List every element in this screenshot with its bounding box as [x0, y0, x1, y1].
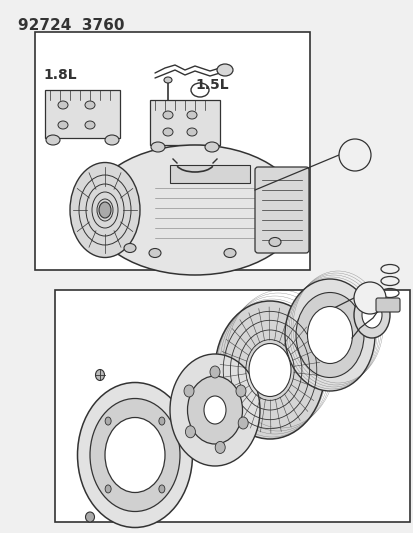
Ellipse shape: [124, 244, 136, 253]
Ellipse shape: [223, 248, 235, 257]
Ellipse shape: [58, 101, 68, 109]
Circle shape: [338, 139, 370, 171]
Ellipse shape: [159, 417, 164, 425]
Bar: [55, 290, 409, 522]
Ellipse shape: [90, 145, 299, 275]
Ellipse shape: [284, 279, 374, 391]
Ellipse shape: [95, 369, 104, 381]
Ellipse shape: [268, 238, 280, 246]
Ellipse shape: [361, 302, 381, 328]
Ellipse shape: [185, 426, 195, 438]
Ellipse shape: [77, 383, 192, 528]
Ellipse shape: [85, 101, 95, 109]
Ellipse shape: [204, 396, 225, 424]
Ellipse shape: [214, 301, 324, 439]
Ellipse shape: [295, 293, 363, 377]
Ellipse shape: [187, 128, 197, 136]
Text: 2: 2: [365, 292, 373, 304]
Ellipse shape: [237, 417, 247, 429]
Ellipse shape: [85, 121, 95, 129]
Ellipse shape: [105, 417, 165, 492]
Ellipse shape: [164, 77, 171, 83]
Ellipse shape: [105, 485, 111, 493]
Bar: [45, 90, 120, 138]
Ellipse shape: [151, 142, 165, 152]
Ellipse shape: [99, 202, 111, 218]
FancyBboxPatch shape: [375, 298, 399, 312]
Ellipse shape: [105, 135, 119, 145]
Ellipse shape: [183, 385, 194, 397]
Ellipse shape: [187, 111, 197, 119]
Circle shape: [353, 282, 385, 314]
Text: 1.5L: 1.5L: [195, 78, 228, 92]
Text: 1: 1: [350, 149, 358, 161]
Bar: [35, 32, 309, 270]
Ellipse shape: [353, 292, 389, 338]
FancyBboxPatch shape: [254, 167, 308, 253]
Ellipse shape: [70, 163, 140, 257]
Ellipse shape: [215, 441, 225, 454]
Ellipse shape: [149, 248, 161, 257]
Ellipse shape: [90, 399, 180, 512]
Ellipse shape: [163, 128, 173, 136]
Ellipse shape: [46, 135, 60, 145]
Ellipse shape: [170, 354, 259, 466]
Ellipse shape: [307, 306, 351, 364]
Ellipse shape: [187, 376, 242, 444]
Ellipse shape: [85, 512, 94, 522]
Ellipse shape: [204, 142, 218, 152]
Ellipse shape: [105, 417, 111, 425]
Ellipse shape: [248, 343, 290, 397]
Ellipse shape: [163, 111, 173, 119]
Ellipse shape: [235, 385, 245, 397]
Ellipse shape: [58, 121, 68, 129]
Text: 1.8L: 1.8L: [43, 68, 76, 82]
Ellipse shape: [209, 366, 219, 378]
Ellipse shape: [216, 64, 233, 76]
Ellipse shape: [159, 485, 164, 493]
Text: 92724  3760: 92724 3760: [18, 18, 124, 33]
Bar: [170, 165, 249, 183]
Bar: [150, 100, 219, 145]
